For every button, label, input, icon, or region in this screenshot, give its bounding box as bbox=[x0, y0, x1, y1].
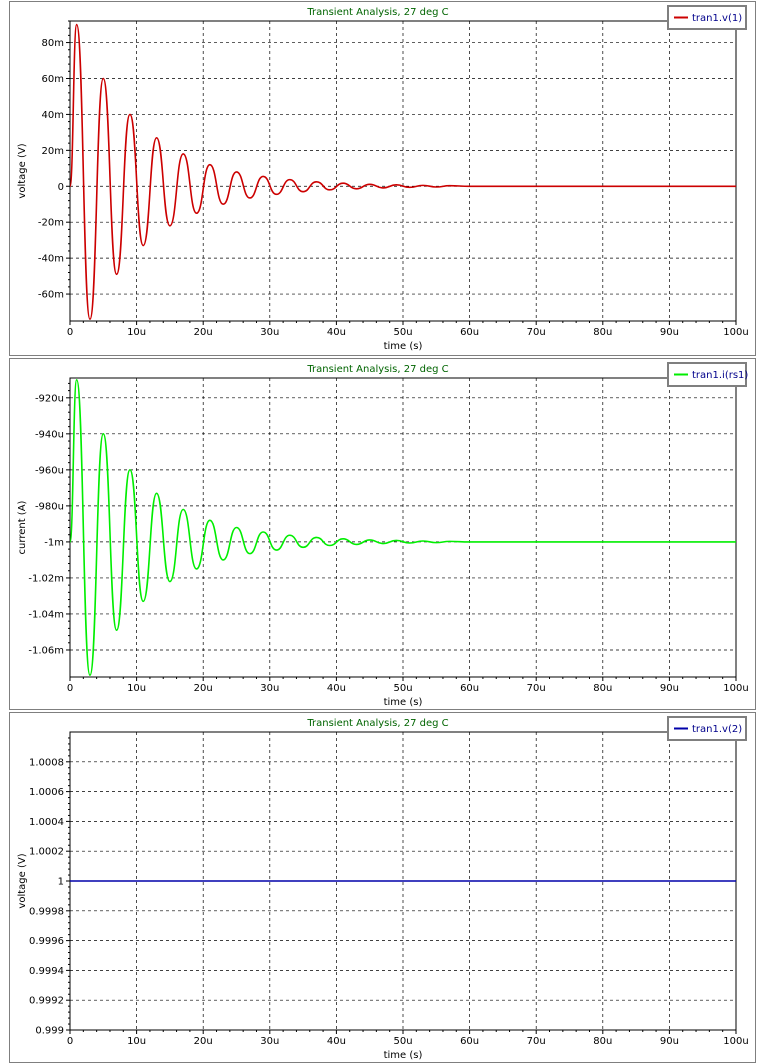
series-line-tran1.i(rs1) bbox=[69, 378, 736, 677]
x-tick-label: 30u bbox=[260, 683, 279, 694]
x-tick-label: 70u bbox=[527, 683, 546, 694]
x-tick-label: 50u bbox=[393, 1036, 412, 1047]
chart-title: Transient Analysis, 27 deg C bbox=[306, 364, 448, 375]
x-tick-label: 0 bbox=[67, 327, 73, 338]
x-tick-label: 90u bbox=[660, 327, 679, 338]
legend-label: tran1.v(1) bbox=[692, 13, 742, 24]
y-tick-label: -940u bbox=[35, 429, 64, 440]
x-tick-label: 0 bbox=[67, 1036, 73, 1047]
y-tick-label: -40m bbox=[38, 254, 64, 265]
x-tick-label: 90u bbox=[660, 683, 679, 694]
legend-box bbox=[667, 716, 747, 741]
x-tick-label: 70u bbox=[527, 1036, 546, 1047]
chart-panel-2: Transient Analysis, 27 deg C 0 10u 20u 30u 40… bbox=[9, 358, 756, 710]
x-tick-label: 90u bbox=[660, 1036, 679, 1047]
chart-2: Transient Analysis, 27 deg C 0 10u 20u 30u 40… bbox=[17, 362, 749, 708]
chart-3: Transient Analysis, 27 deg C 0 10u 20u 30u 40… bbox=[17, 716, 749, 1061]
legend-box bbox=[667, 5, 747, 30]
y-tick-label: 1.0004 bbox=[29, 817, 64, 828]
x-tick-label: 60u bbox=[460, 327, 479, 338]
y-tick-label: 1 bbox=[58, 877, 64, 888]
legend-box bbox=[667, 362, 747, 387]
x-tick-label: 100u bbox=[723, 683, 748, 694]
x-tick-label: 40u bbox=[327, 683, 346, 694]
x-tick-label: 100u bbox=[723, 1036, 748, 1047]
x-tick-label: 50u bbox=[393, 327, 412, 338]
y-axis-label: current (A) bbox=[17, 500, 28, 554]
chart-1: Transient Analysis, 27 deg C 0 10u 20u 30u 40… bbox=[17, 5, 749, 352]
y-tick-label: 0.999 bbox=[35, 1026, 64, 1037]
x-tick-label: 80u bbox=[593, 683, 612, 694]
y-tick-label: -960u bbox=[35, 465, 64, 476]
x-tick-label: 20u bbox=[194, 1036, 213, 1047]
x-tick-label: 0 bbox=[67, 683, 73, 694]
legend-label: tran1.v(2) bbox=[692, 724, 742, 735]
x-axis-label: time (s) bbox=[384, 697, 423, 708]
x-tick-label: 40u bbox=[327, 327, 346, 338]
legend-label: tran1.i(rs1) bbox=[692, 370, 748, 381]
x-tick-label: 10u bbox=[127, 1036, 146, 1047]
y-tick-label: 0.9992 bbox=[29, 996, 64, 1007]
x-axis-label: time (s) bbox=[384, 1050, 423, 1061]
y-tick-label: -980u bbox=[35, 501, 64, 512]
y-tick-label: 1.0008 bbox=[29, 757, 64, 768]
series-line-tran1.v(1) bbox=[69, 23, 736, 321]
y-tick-label: 40m bbox=[42, 110, 64, 121]
y-tick-label: 1.0006 bbox=[29, 787, 64, 798]
y-axis-label: voltage (V) bbox=[17, 853, 28, 908]
x-tick-label: 80u bbox=[593, 1036, 612, 1047]
x-tick-label: 40u bbox=[327, 1036, 346, 1047]
y-tick-label: -1.04m bbox=[28, 609, 64, 620]
y-tick-label: 0 bbox=[58, 182, 64, 193]
x-tick-label: 20u bbox=[194, 683, 213, 694]
y-tick-label: 0.9994 bbox=[29, 966, 64, 977]
x-tick-label: 80u bbox=[593, 327, 612, 338]
x-tick-label: 10u bbox=[127, 683, 146, 694]
x-tick-label: 30u bbox=[260, 327, 279, 338]
chart-title: Transient Analysis, 27 deg C bbox=[306, 7, 448, 18]
x-tick-label: 60u bbox=[460, 1036, 479, 1047]
x-tick-label: 70u bbox=[527, 327, 546, 338]
x-tick-label: 20u bbox=[194, 327, 213, 338]
x-tick-label: 50u bbox=[393, 683, 412, 694]
x-tick-label: 30u bbox=[260, 1036, 279, 1047]
y-tick-label: 0.9996 bbox=[29, 936, 64, 947]
y-tick-label: 20m bbox=[42, 146, 64, 157]
chart-panel-3: Transient Analysis, 27 deg C 0 10u 20u 30u 40… bbox=[9, 712, 756, 1063]
y-tick-label: -920u bbox=[35, 393, 64, 404]
x-tick-label: 10u bbox=[127, 327, 146, 338]
y-tick-label: 0.9998 bbox=[29, 906, 64, 917]
y-axis-label: voltage (V) bbox=[17, 143, 28, 198]
chart-panel-1: Transient Analysis, 27 deg C 0 10u 20u 30u 40… bbox=[9, 1, 756, 356]
chart-title: Transient Analysis, 27 deg C bbox=[306, 718, 448, 729]
x-tick-label: 100u bbox=[723, 327, 748, 338]
y-tick-label: 60m bbox=[42, 74, 64, 85]
y-tick-label: -60m bbox=[38, 290, 64, 301]
x-axis-label: time (s) bbox=[384, 341, 423, 352]
y-tick-label: -1.06m bbox=[28, 645, 64, 656]
y-tick-label: 1.0002 bbox=[29, 847, 64, 858]
y-tick-label: 80m bbox=[42, 38, 64, 49]
x-tick-label: 60u bbox=[460, 683, 479, 694]
y-tick-label: -1m bbox=[44, 537, 64, 548]
y-tick-label: -20m bbox=[38, 218, 64, 229]
y-tick-label: -1.02m bbox=[28, 573, 64, 584]
